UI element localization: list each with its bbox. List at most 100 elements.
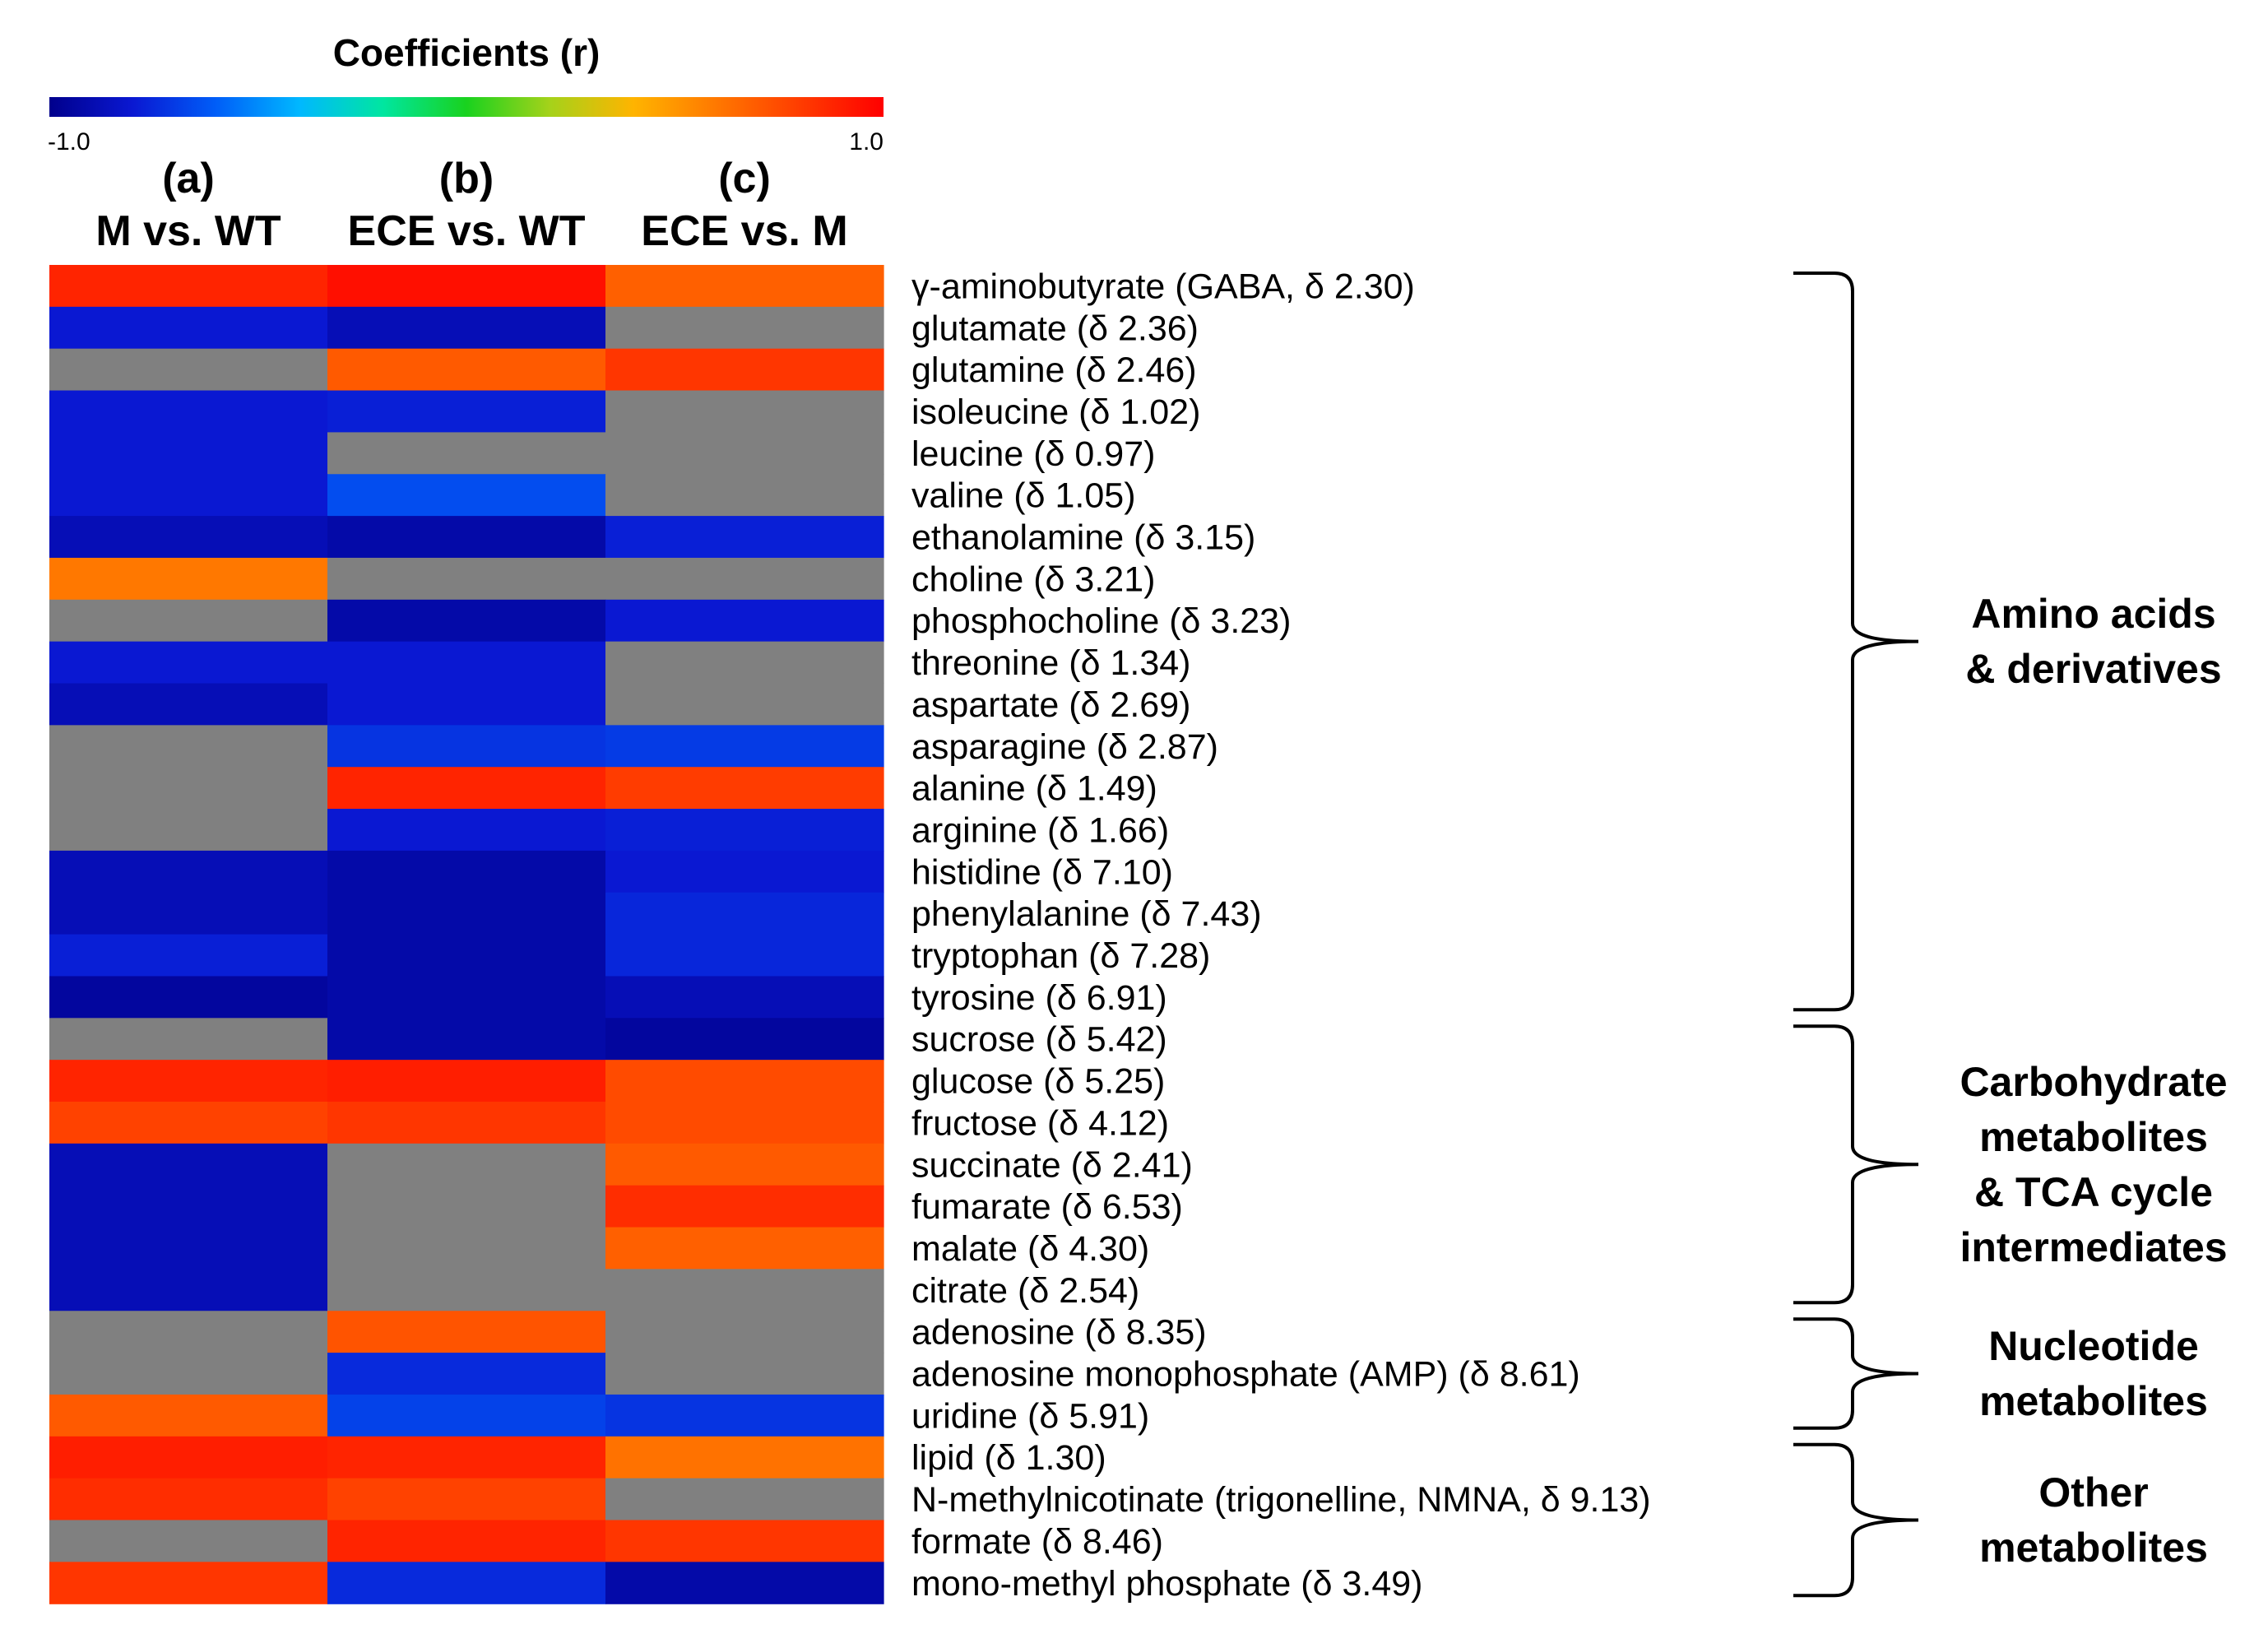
heatmap-cell [49,767,328,810]
heatmap-cell [327,683,606,726]
group-label: & derivatives [1965,646,2221,692]
heatmap-cell [327,1185,606,1228]
row-label: tyrosine (δ 6.91) [911,978,1167,1018]
column-label: M vs. WT [95,207,281,255]
row-label: mono-methyl phosphate (δ 3.49) [911,1564,1422,1604]
heatmap-cell [605,1311,884,1353]
heatmap-cell [605,641,884,685]
heatmap-cell [327,850,606,894]
group-label: Carbohydrate [1960,1059,2227,1105]
column-label: ECE vs. WT [348,207,586,255]
heatmap-cell [605,516,884,559]
group-bracket [1793,1442,1919,1598]
heatmap-cell [327,348,606,392]
heatmap-cell [605,725,884,768]
heatmap-cell [605,1102,884,1144]
column-letter: (b) [439,155,494,202]
heatmap-cell [605,474,884,517]
row-label: tryptophan (δ 7.28) [911,936,1210,976]
heatmap-cell [327,809,606,852]
heatmap-cell [605,1269,884,1311]
heatmap-cell [327,1353,606,1395]
heatmap-cell [49,1394,328,1437]
row-label: histidine (δ 7.10) [911,852,1173,892]
heatmap-cell [605,348,884,392]
heatmap-cell [49,1102,328,1144]
row-label: lipid (δ 1.30) [911,1438,1106,1478]
heatmap-cell [327,306,606,350]
group-label: metabolites [1979,1378,2208,1424]
group-label: intermediates [1960,1224,2227,1270]
heatmap-cell [49,1143,328,1186]
colorbar-min-label: -1.0 [48,128,90,156]
row-label: leucine (δ 0.97) [911,434,1155,474]
row-label: N-methylnicotinate (trigonelline, NMNA, … [911,1480,1651,1520]
heatmap-cell [327,767,606,810]
heatmap-cell [49,1562,328,1604]
heatmap-cell [49,306,328,350]
row-label: adenosine monophosphate (AMP) (δ 8.61) [911,1355,1580,1395]
heatmap-cell [605,557,884,601]
group-label: Other [2038,1469,2148,1516]
colorbar [49,97,884,117]
heatmap-cell [327,1394,606,1437]
heatmap-cell [327,432,606,475]
row-label: γ-aminobutyrate (GABA, δ 2.30) [911,267,1415,306]
row-label: alanine (δ 1.49) [911,769,1157,809]
heatmap-cell [327,641,606,685]
heatmap-cell [327,976,606,1019]
heatmap-cell [49,557,328,601]
group-label: & TCA cycle [1974,1169,2213,1215]
group-brackets: Amino acids & derivatives Carbohydrate meta… [1793,272,2228,1598]
column-headers: (a) M vs. WT (b) ECE vs. WT (c) ECE vs. M [95,155,847,255]
heatmap-cell [49,1060,328,1102]
row-label: isoleucine (δ 1.02) [911,392,1200,432]
heatmap-cell [605,1394,884,1437]
heatmap-cell [49,725,328,768]
group-bracket [1793,1024,1919,1305]
heatmap-cell [327,390,606,433]
heatmap-cell [49,850,328,894]
heatmap-cell [49,599,328,643]
heatmap-cell [605,1562,884,1604]
heatmap-cell [49,474,328,517]
column-letter: (c) [718,155,771,202]
heatmap-cell [605,1143,884,1186]
row-labels: γ-aminobutyrate (GABA, δ 2.30)glutamate … [911,267,1651,1603]
heatmap-cell [605,306,884,350]
heatmap-cell [327,1269,606,1311]
row-label: sucrose (δ 5.42) [911,1020,1167,1060]
heatmap-cell [49,1436,328,1479]
heatmap-cell [605,265,884,308]
heatmap-cell [327,599,606,643]
row-label: asparagine (δ 2.87) [911,727,1218,767]
heatmap-cell [327,1478,606,1521]
row-label: ethanolamine (δ 3.15) [911,518,1255,558]
heatmap-cells [49,265,884,1604]
heatmap-cell [605,767,884,810]
heatmap-cell [327,934,606,977]
heatmap-cell [49,1269,328,1311]
group-bracket [1793,1317,1919,1430]
heatmap-cell [605,1018,884,1061]
group-label: Amino acids [1971,591,2215,637]
group-bracket [1793,272,1919,1012]
heatmap-cell [327,892,606,935]
heatmap-cell [605,850,884,894]
heatmap-cell [49,1311,328,1353]
heatmap-cell [49,348,328,392]
colorbar-max-label: 1.0 [849,128,884,156]
row-label: phenylalanine (δ 7.43) [911,894,1262,934]
row-label: formate (δ 8.46) [911,1522,1163,1562]
heatmap-cell [327,1018,606,1061]
heatmap-cell [327,1102,606,1144]
row-label: fructose (δ 4.12) [911,1103,1169,1143]
heatmap-cell [605,1436,884,1479]
row-label: citrate (δ 2.54) [911,1271,1139,1311]
group-label: Nucleotide [1988,1323,2199,1369]
heatmap-cell [605,1060,884,1102]
group-label: metabolites [1979,1525,2208,1571]
column-letter: (a) [162,155,215,202]
heatmap-cell [605,1520,884,1562]
